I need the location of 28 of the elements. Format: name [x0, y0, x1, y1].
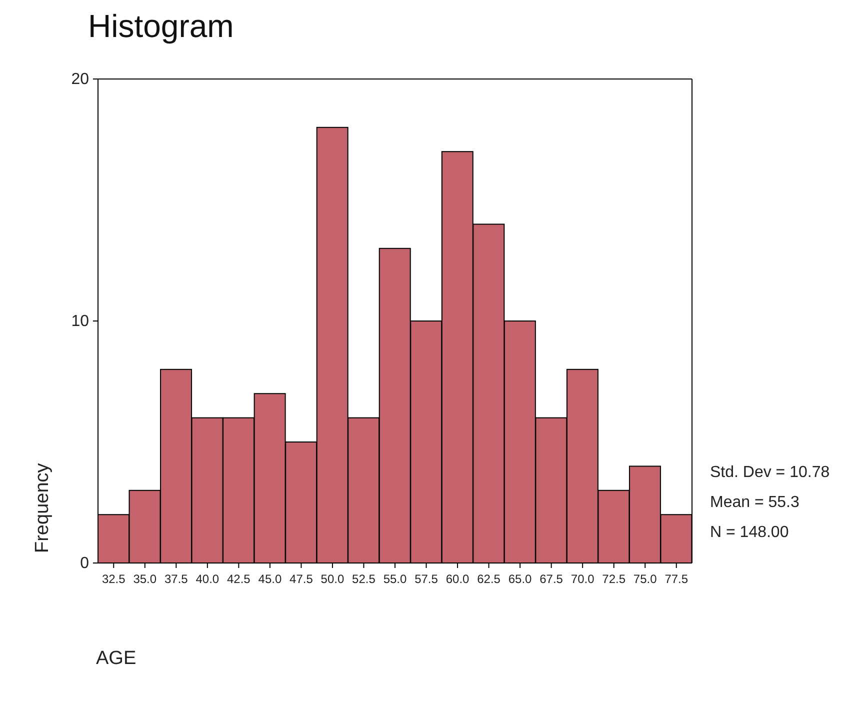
x-tick-label: 67.5: [540, 572, 564, 586]
y-tick-label: 0: [80, 555, 90, 572]
x-tick-label: 35.0: [133, 572, 157, 586]
x-tick-label: 57.5: [414, 572, 438, 586]
text: N = 148.00: [710, 523, 790, 543]
x-tick-label: 45.0: [258, 572, 282, 586]
x-tick-label: 70.0: [570, 572, 595, 586]
y-tick-label: 20: [71, 71, 90, 88]
text: Mean = 55.3: [710, 493, 800, 513]
y-axis-title: Frequency: [32, 462, 53, 553]
x-tick-label: 65.0: [508, 572, 532, 586]
text: Std. Dev = 10.78: [710, 463, 830, 483]
x-tick-label: 50.0: [320, 572, 344, 586]
x-tick-label: 32.5: [102, 572, 126, 586]
x-tick-label: 75.0: [633, 572, 658, 586]
x-tick-label: 77.5: [664, 572, 688, 586]
x-tick-label: 60.0: [446, 572, 470, 586]
y-tick-label: 10: [71, 313, 90, 330]
x-tick-label: 52.5: [352, 572, 376, 586]
x-tick-label: 62.5: [477, 572, 501, 586]
x-tick-label: 72.5: [602, 572, 626, 586]
chart-title: Histogram: [88, 8, 234, 45]
x-tick-label: 55.0: [383, 572, 407, 586]
x-tick-label: 37.5: [164, 572, 188, 586]
x-tick-label: 40.0: [196, 572, 220, 586]
x-tick-label: 47.5: [290, 572, 314, 586]
x-tick-label: 42.5: [227, 572, 251, 586]
x-axis-title: AGE: [96, 648, 136, 670]
